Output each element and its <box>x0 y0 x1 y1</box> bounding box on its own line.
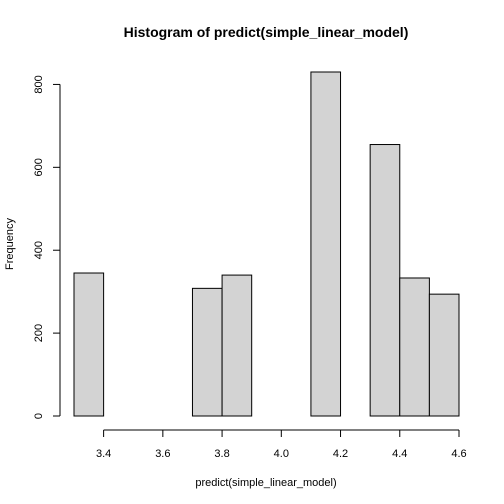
x-tick-label: 3.8 <box>214 448 229 460</box>
y-tick-label: 600 <box>33 158 45 176</box>
x-tick-label: 3.6 <box>155 448 170 460</box>
y-tick-label: 200 <box>33 324 45 342</box>
y-tick-label: 400 <box>33 241 45 259</box>
y-tick-label: 0 <box>33 413 45 419</box>
histogram-bar <box>369 144 401 417</box>
x-axis-label: predict(simple_linear_model) <box>195 477 336 489</box>
chart-title: Histogram of predict(simple_linear_model… <box>124 24 409 40</box>
bars-group <box>73 71 460 417</box>
y-tick-label: 800 <box>33 75 45 93</box>
histogram-bar <box>428 293 460 417</box>
y-axis: 0 200 400 600 800 <box>33 75 61 419</box>
histogram-bar <box>191 287 223 417</box>
x-tick-label: 4.6 <box>451 448 466 460</box>
x-tick-label: 4.0 <box>274 448 289 460</box>
x-axis: 3.4 3.6 3.8 4.0 4.2 4.4 4.6 <box>96 429 467 460</box>
x-tick-label: 4.4 <box>392 448 407 460</box>
histogram-bar <box>221 274 253 417</box>
histogram-bar <box>399 277 430 417</box>
x-tick-label: 4.2 <box>333 448 348 460</box>
x-tick-label: 3.4 <box>96 448 111 460</box>
histogram-bar <box>310 71 342 417</box>
histogram-bar <box>73 272 105 417</box>
y-axis-label: Frequency <box>4 218 16 270</box>
